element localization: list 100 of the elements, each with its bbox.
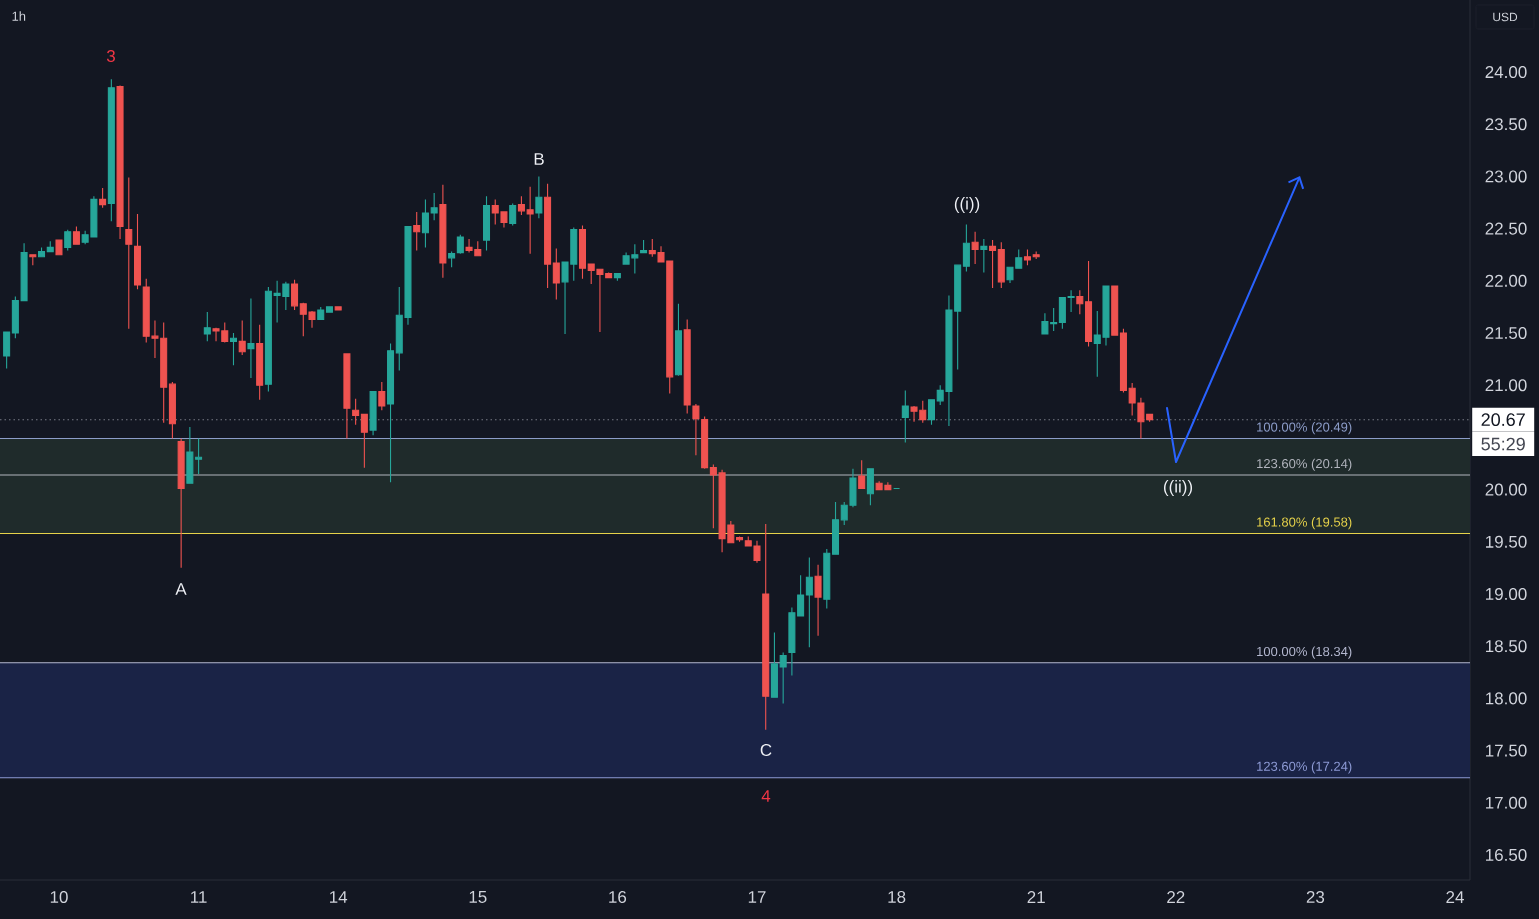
- candlestick: [762, 523, 770, 731]
- candlestick: [701, 415, 709, 470]
- candlestick: [133, 213, 142, 290]
- y-tick-label: 17.00: [1486, 796, 1527, 809]
- y-tick-label: 21.00: [1485, 379, 1527, 392]
- x-tick-label: 10: [50, 890, 68, 904]
- y-tick-label: 22.50: [1485, 222, 1527, 235]
- ref-line-label: 123.60% (20.14): [1257, 458, 1352, 471]
- candlestick: [858, 459, 866, 490]
- candlestick: [378, 381, 386, 411]
- y-tick-label: 21.50: [1485, 326, 1527, 340]
- candlestick: [38, 246, 46, 258]
- candlestick: [256, 324, 264, 401]
- candlestick: [1023, 248, 1031, 266]
- candlestick: [64, 229, 72, 252]
- candlestick: [325, 306, 333, 313]
- annotation: C: [760, 743, 772, 757]
- annotation: ((i)): [954, 197, 980, 213]
- candlestick: [483, 195, 491, 252]
- y-tick-label: 24.00: [1485, 66, 1527, 79]
- candlestick: [962, 223, 970, 272]
- annotation: 4: [761, 790, 771, 802]
- annotation: A: [175, 583, 187, 595]
- x-tick-label: 18: [888, 890, 906, 904]
- y-tick-label: 18.00: [1486, 692, 1527, 705]
- candlestick: [99, 187, 107, 209]
- candlestick: [238, 319, 246, 356]
- candlestick: [674, 303, 682, 377]
- candlestick: [439, 184, 447, 279]
- candlestick: [997, 241, 1005, 289]
- candlestick: [107, 78, 115, 222]
- candlestick: [1032, 251, 1040, 260]
- annotation: 3: [106, 49, 115, 63]
- candlestick: [46, 240, 54, 253]
- ref-line-label: 161.80% (19.58): [1257, 517, 1352, 530]
- candlestick: [971, 231, 979, 265]
- x-tick-label: 22: [1167, 891, 1185, 903]
- candlestick: [770, 632, 778, 698]
- candlestick: [901, 389, 909, 444]
- x-tick-label: 21: [1027, 891, 1045, 903]
- candlestick: [578, 224, 586, 280]
- y-tick-label: 19.00: [1486, 587, 1527, 600]
- y-tick-label: 20.00: [1485, 483, 1527, 496]
- candlestick: [736, 536, 744, 543]
- candlestick: [334, 306, 342, 311]
- candlestick: [823, 548, 831, 610]
- candlestick: [456, 234, 464, 255]
- x-tick-label: 11: [191, 891, 207, 903]
- x-tick-label: 16: [609, 890, 627, 904]
- x-tick-label: 15: [469, 891, 487, 903]
- candlestick: [526, 186, 534, 255]
- candlestick: [430, 192, 438, 221]
- candlestick: [116, 85, 124, 240]
- annotation: B: [534, 153, 544, 165]
- candlestick: [613, 272, 621, 282]
- candlestick: [186, 426, 194, 484]
- candlestick: [247, 298, 255, 379]
- candlestick: [509, 203, 517, 227]
- candlestick: [832, 501, 840, 555]
- candlestick: [805, 556, 813, 648]
- x-tick-label: 24: [1446, 891, 1464, 903]
- y-axis-title: USD: [1493, 12, 1518, 22]
- candlestick: [352, 398, 360, 426]
- ref-line-label: 20.67: [1481, 413, 1525, 427]
- text: 1h: [12, 11, 26, 21]
- candlestick: [779, 651, 787, 705]
- candlestick: [1119, 328, 1127, 394]
- candlestick: [195, 437, 203, 475]
- annotation: ((ii)): [1163, 480, 1193, 496]
- candlestick: [343, 353, 351, 439]
- x-tick-label: 17: [748, 891, 766, 903]
- y-tick-label: 22.00: [1485, 274, 1527, 287]
- y-tick-label: 23.50: [1485, 118, 1527, 131]
- candlestick: [448, 251, 456, 268]
- candlestick: [203, 311, 211, 342]
- candlestick: [125, 176, 133, 330]
- y-tick-label: 17.50: [1486, 744, 1527, 757]
- ref-line-label: 123.60% (17.24): [1257, 761, 1352, 774]
- ref-line-label: 100.00% (18.34): [1257, 646, 1352, 659]
- candlestick: [927, 399, 936, 426]
- y-tick-label: 23.00: [1485, 170, 1527, 183]
- x-tick-label: 23: [1306, 890, 1325, 904]
- candlestick: [1111, 285, 1119, 336]
- candlestick: [517, 195, 525, 216]
- candlestick: [55, 239, 63, 256]
- candlestick: [72, 225, 80, 245]
- y-tick-label: 16.50: [1486, 848, 1527, 861]
- text: 55:29: [1481, 437, 1525, 451]
- candlestick: [866, 468, 874, 506]
- x-tick-label: 14: [330, 891, 348, 903]
- candlestick: [413, 211, 421, 252]
- candlestick: [1076, 289, 1084, 315]
- candlestick: [421, 198, 429, 248]
- candlestick: [369, 390, 377, 436]
- candlestick: [360, 413, 368, 469]
- candlestick: [980, 238, 988, 273]
- candlestick: [168, 381, 176, 439]
- candlestick: [177, 437, 185, 569]
- y-tick-label: 18.50: [1486, 640, 1527, 653]
- candlestick: [1085, 260, 1093, 348]
